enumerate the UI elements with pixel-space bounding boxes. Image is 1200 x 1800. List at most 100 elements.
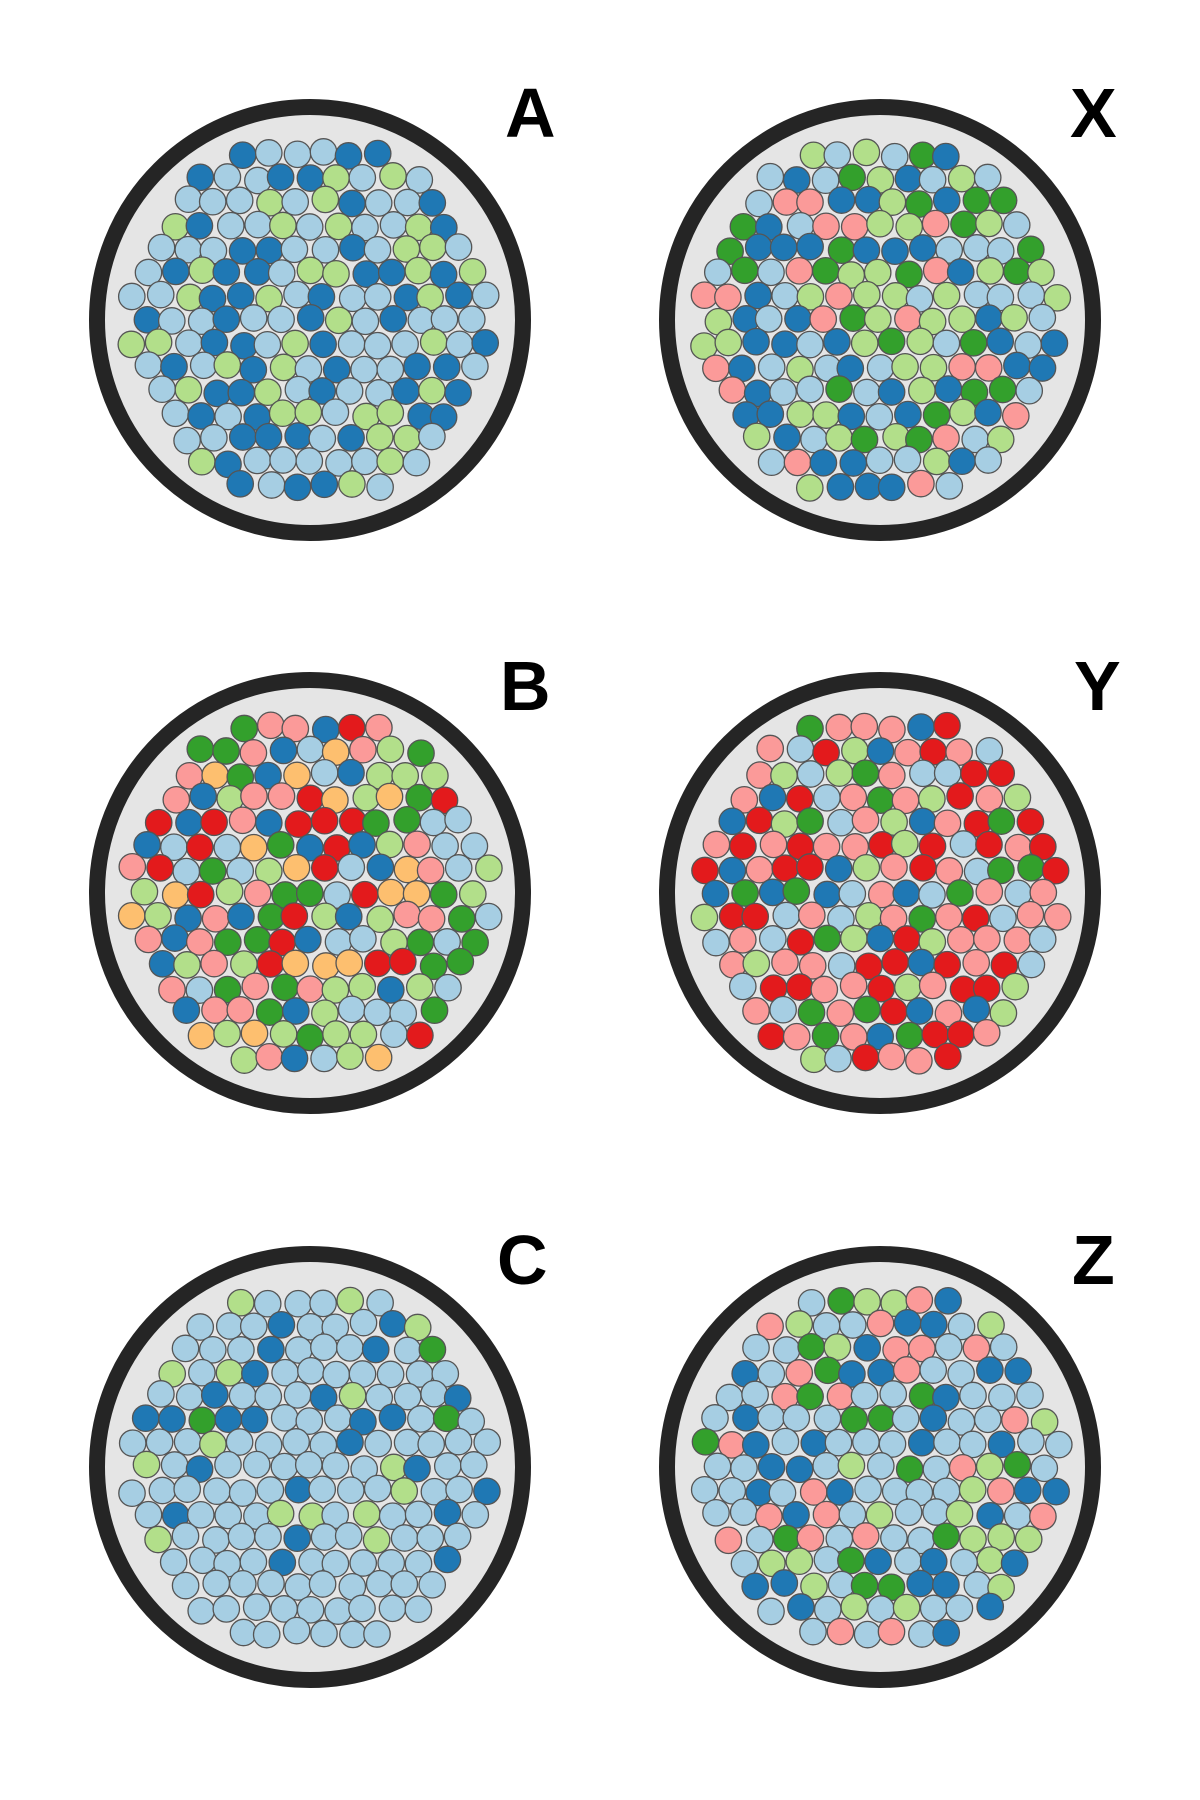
ball xyxy=(730,256,759,285)
ball xyxy=(825,424,853,452)
ball xyxy=(769,233,798,262)
ball xyxy=(363,139,392,168)
ball xyxy=(905,1286,934,1314)
ball xyxy=(946,782,974,810)
ball xyxy=(364,1043,393,1072)
ball xyxy=(745,806,774,835)
ball xyxy=(239,304,268,332)
ball xyxy=(266,1499,295,1528)
ball xyxy=(949,398,977,427)
ball xyxy=(403,1454,431,1483)
ball xyxy=(866,924,894,953)
ball xyxy=(213,975,242,1004)
ball xyxy=(756,1312,784,1341)
ball xyxy=(376,447,405,476)
ball xyxy=(433,1545,462,1574)
ball xyxy=(266,163,295,191)
ball xyxy=(839,304,868,332)
ball xyxy=(785,256,814,285)
ball xyxy=(228,806,257,835)
ball xyxy=(174,375,203,404)
ball xyxy=(339,1620,367,1649)
ball xyxy=(256,950,285,978)
ball xyxy=(921,209,950,238)
ball xyxy=(812,832,841,861)
ball xyxy=(922,1498,950,1526)
ball xyxy=(919,1310,948,1339)
ball xyxy=(213,833,242,862)
ball xyxy=(310,1044,338,1073)
ball xyxy=(962,234,991,262)
ball xyxy=(337,853,366,882)
ball xyxy=(348,831,376,859)
ball xyxy=(393,188,422,217)
ball xyxy=(393,900,421,929)
ball xyxy=(376,1360,405,1389)
ball xyxy=(1040,329,1069,358)
ball xyxy=(352,1500,381,1528)
ball xyxy=(866,353,895,382)
ball xyxy=(741,1380,769,1409)
balls-x xyxy=(690,138,1072,502)
ball xyxy=(393,1336,422,1365)
ball xyxy=(366,473,394,501)
ball xyxy=(785,1310,814,1338)
ball xyxy=(759,830,788,859)
ball xyxy=(310,1333,338,1362)
ball xyxy=(976,257,1005,285)
ball xyxy=(391,330,419,358)
ball xyxy=(254,1382,283,1411)
ball xyxy=(430,786,459,815)
panel-label-a: A xyxy=(505,74,556,152)
ball xyxy=(894,400,922,429)
ball xyxy=(919,1594,948,1623)
ball xyxy=(267,1310,296,1339)
ball xyxy=(894,164,923,193)
ball xyxy=(892,879,921,908)
ball xyxy=(376,976,405,1004)
ball xyxy=(266,831,295,859)
ball xyxy=(796,807,824,835)
ball xyxy=(188,1546,217,1575)
ball xyxy=(989,999,1018,1027)
ball xyxy=(840,212,869,241)
ball xyxy=(148,375,176,404)
ball xyxy=(379,162,407,190)
ball xyxy=(310,806,339,835)
ball xyxy=(826,999,855,1028)
ball xyxy=(975,1452,1004,1481)
ball xyxy=(282,1616,311,1645)
ball xyxy=(909,853,937,882)
ball xyxy=(350,880,379,909)
ball xyxy=(851,1522,880,1550)
ball xyxy=(351,213,379,242)
ball xyxy=(813,1404,842,1433)
ball xyxy=(253,1289,282,1318)
ball xyxy=(878,1430,907,1458)
ball xyxy=(1016,1381,1044,1410)
ball xyxy=(745,855,774,884)
ball xyxy=(827,1287,856,1315)
ball xyxy=(257,1569,285,1598)
ball xyxy=(311,235,340,264)
ball xyxy=(378,1594,407,1623)
ball xyxy=(172,857,201,886)
ball xyxy=(230,1046,259,1074)
ball xyxy=(975,784,1004,813)
ball xyxy=(946,258,975,286)
ball xyxy=(756,400,785,428)
ball xyxy=(174,185,203,214)
ball xyxy=(147,1380,175,1408)
ball xyxy=(962,995,991,1024)
ball xyxy=(744,233,773,262)
ball xyxy=(144,328,173,357)
ball xyxy=(987,1523,1016,1551)
ball xyxy=(796,375,824,404)
ball xyxy=(295,879,324,908)
ball xyxy=(240,782,268,810)
ball xyxy=(405,166,434,194)
ball xyxy=(809,448,838,477)
ball xyxy=(473,1428,502,1457)
ball xyxy=(324,1597,352,1625)
ball xyxy=(255,1042,284,1071)
